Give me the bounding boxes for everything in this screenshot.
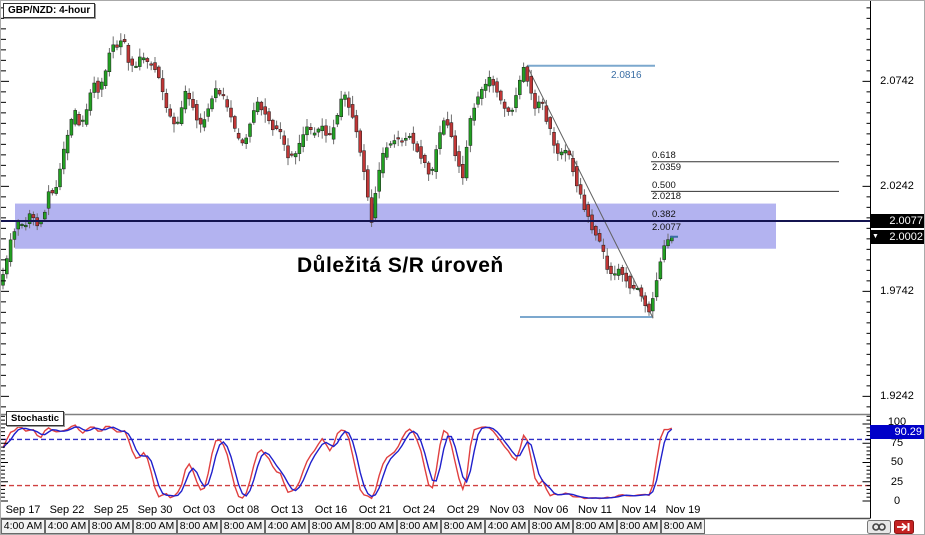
time-cell: 8:00 AM [133,519,177,534]
fib-500-ratio-label: 0.500 [652,180,676,191]
bid-price-box: 2.0077 [870,214,924,228]
stoch-scale-label: 0 [893,495,901,507]
stoch-d-line [2,426,673,499]
down-triangle-icon: ▼ [872,233,879,240]
fib-500-price-label: 2.0218 [652,191,682,202]
time-cell: 8:00 AM [617,519,661,534]
date-label: Nov 03 [489,504,525,516]
date-label: Nov 19 [665,504,701,516]
date-label: Oct 13 [270,504,304,516]
stoch-plot-area[interactable] [1,424,870,500]
time-cell: 8:00 AM [89,519,133,534]
scroll-to-end-icon[interactable] [894,520,914,534]
stoch-k-line [2,424,673,500]
time-cell: 4:00 AM [45,519,89,534]
axis-ticks [1,7,871,502]
time-cell: 4:00 AM [1,519,45,534]
stochastic-indicator-label: Stochastic [6,411,65,426]
date-label: Oct 21 [358,504,392,516]
time-cell: 8:00 AM [397,519,441,534]
fib-swing-high-price-label: 2.0816 [611,70,642,81]
fib-382-price-label: 2.0077 [652,222,682,233]
time-cell: 8:00 AM [661,519,705,534]
time-axis-times[interactable]: 4:00 AM 4:00 AM 8:00 AM 8:00 AM 8:00 AM 8:00 … [1,519,870,534]
date-label: Nov 11 [577,504,613,516]
sr-zone-rect[interactable] [15,203,776,249]
stoch-scale-label: 50 [890,456,904,468]
price-axis-label: 1.9742 [880,285,914,297]
time-cell: 4:00 AM [485,519,529,534]
fib-618-price-label: 2.0359 [652,162,682,173]
last-price-box: ▼ 2.0002 [870,230,924,244]
date-label: Oct 08 [226,504,260,516]
symbol-timeframe-label: GBP/NZD: 4-hour [3,3,96,18]
date-label: Sep 22 [49,504,85,516]
date-label: Oct 24 [402,504,436,516]
main-plot-area[interactable] [1,33,870,319]
stoch-current-value: 90.29 [894,426,922,438]
sr-annotation-text: Důležitá S/R úroveň [297,254,504,277]
candles-group [1,33,674,319]
time-cell: 8:00 AM [353,519,397,534]
time-cell: 8:00 AM [441,519,485,534]
time-cell: 8:00 AM [177,519,221,534]
price-axis-label: 1.9242 [880,390,914,402]
time-cell: 8:00 AM [529,519,573,534]
date-label: Sep 30 [137,504,173,516]
fib-382-ratio-label: 0.382 [652,209,676,220]
stoch-scale-label: 75 [890,437,904,449]
date-label: Nov 06 [533,504,569,516]
time-cell: 8:00 AM [309,519,353,534]
date-label: Sep 25 [93,504,129,516]
stoch-scale-label: 25 [890,476,904,488]
date-label: Sep 17 [5,504,41,516]
price-axis-label: 2.0742 [880,75,914,87]
last-price-value: 2.0002 [889,231,923,243]
date-label: Oct 29 [446,504,480,516]
date-label: Nov 14 [621,504,657,516]
date-label: Oct 16 [314,504,348,516]
time-cell: 4:00 AM [265,519,309,534]
fib-618-ratio-label: 0.618 [652,150,676,161]
time-cell: 8:00 AM [573,519,617,534]
time-axis-dates[interactable]: Sep 17 Sep 22 Sep 25 Sep 30 Oct 03 Oct 08 Oct … [1,504,870,518]
time-cell: 8:00 AM [221,519,265,534]
bid-price-value: 2.0077 [889,215,923,227]
date-label: Oct 03 [182,504,216,516]
price-axis-label: 2.0242 [880,180,914,192]
stoch-current-value-box: 90.29 [870,425,924,439]
chart-link-icon[interactable] [867,520,891,534]
